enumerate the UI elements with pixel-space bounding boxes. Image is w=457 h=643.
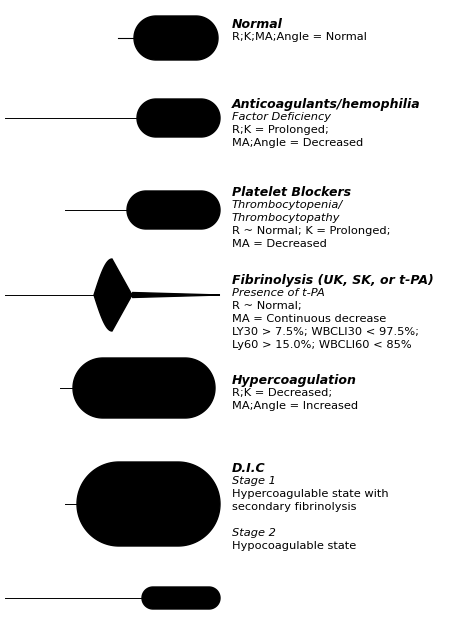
Text: LY30 > 7.5%; WBCLI30 < 97.5%;: LY30 > 7.5%; WBCLI30 < 97.5%; — [232, 327, 419, 337]
Text: R;K = Prolonged;: R;K = Prolonged; — [232, 125, 329, 135]
Text: R;K = Decreased;: R;K = Decreased; — [232, 388, 332, 398]
Text: Factor Deficiency: Factor Deficiency — [232, 112, 331, 122]
Text: MA = Continuous decrease: MA = Continuous decrease — [232, 314, 386, 324]
Text: Ly60 > 15.0%; WBCLI60 < 85%: Ly60 > 15.0%; WBCLI60 < 85% — [232, 340, 412, 350]
Polygon shape — [77, 462, 220, 546]
Text: MA;Angle = Increased: MA;Angle = Increased — [232, 401, 358, 411]
Text: Platelet Blockers: Platelet Blockers — [232, 186, 351, 199]
Polygon shape — [94, 259, 220, 331]
Text: R ~ Normal;: R ~ Normal; — [232, 301, 302, 311]
Text: Fibrinolysis (UK, SK, or t-PA): Fibrinolysis (UK, SK, or t-PA) — [232, 274, 434, 287]
Polygon shape — [137, 99, 220, 137]
Polygon shape — [134, 16, 218, 60]
Text: Stage 1: Stage 1 — [232, 476, 276, 486]
Polygon shape — [73, 358, 215, 418]
Text: D.I.C: D.I.C — [232, 462, 266, 475]
Text: MA = Decreased: MA = Decreased — [232, 239, 327, 249]
Text: Hypercoagulable state with: Hypercoagulable state with — [232, 489, 388, 499]
Text: MA;Angle = Decreased: MA;Angle = Decreased — [232, 138, 363, 148]
Text: secondary fibrinolysis: secondary fibrinolysis — [232, 502, 356, 512]
Polygon shape — [142, 587, 220, 609]
Text: R;K;MA;Angle = Normal: R;K;MA;Angle = Normal — [232, 32, 367, 42]
Polygon shape — [127, 191, 220, 229]
Text: Anticoagulants/hemophilia: Anticoagulants/hemophilia — [232, 98, 420, 111]
Text: Thrombocytopenia/: Thrombocytopenia/ — [232, 200, 343, 210]
Text: R ~ Normal; K = Prolonged;: R ~ Normal; K = Prolonged; — [232, 226, 390, 236]
Text: Thrombocytopathy: Thrombocytopathy — [232, 213, 340, 223]
Text: Hypercoagulation: Hypercoagulation — [232, 374, 357, 387]
Text: Stage 2: Stage 2 — [232, 528, 276, 538]
Text: Normal: Normal — [232, 18, 283, 31]
Text: Hypocoagulable state: Hypocoagulable state — [232, 541, 356, 551]
Text: Presence of t-PA: Presence of t-PA — [232, 288, 325, 298]
